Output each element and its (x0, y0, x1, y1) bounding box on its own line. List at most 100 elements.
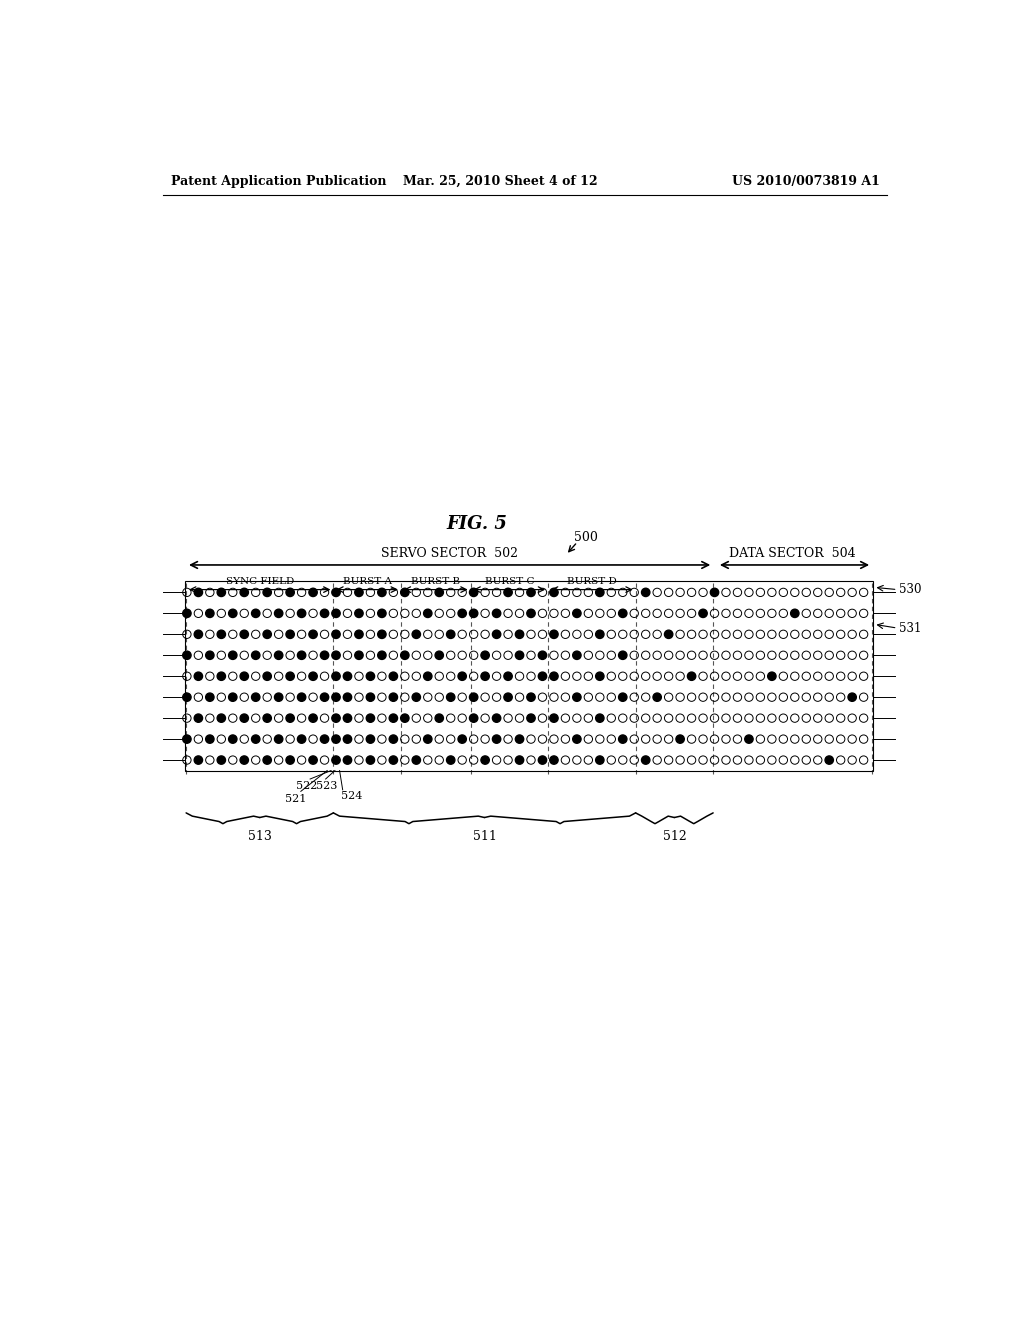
Circle shape (332, 714, 340, 722)
Circle shape (378, 610, 386, 618)
Circle shape (332, 672, 340, 680)
Text: DATA SECTOR  504: DATA SECTOR 504 (729, 546, 855, 560)
Circle shape (572, 651, 581, 660)
Circle shape (367, 714, 375, 722)
Circle shape (458, 735, 466, 743)
Circle shape (825, 756, 834, 764)
Circle shape (332, 651, 340, 660)
Circle shape (389, 735, 397, 743)
Circle shape (768, 672, 776, 680)
Circle shape (274, 735, 283, 743)
Circle shape (321, 610, 329, 618)
Circle shape (195, 589, 203, 597)
Text: 513: 513 (248, 830, 271, 843)
Circle shape (252, 651, 260, 660)
Circle shape (286, 756, 294, 764)
Circle shape (641, 589, 650, 597)
Circle shape (378, 630, 386, 639)
Circle shape (744, 735, 753, 743)
Circle shape (572, 610, 581, 618)
Circle shape (596, 672, 604, 680)
Circle shape (458, 672, 466, 680)
Circle shape (274, 693, 283, 701)
Circle shape (412, 630, 421, 639)
Circle shape (297, 693, 306, 701)
Circle shape (618, 693, 627, 701)
Text: US 2010/0073819 A1: US 2010/0073819 A1 (732, 176, 880, 187)
Circle shape (539, 756, 547, 764)
Circle shape (206, 610, 214, 618)
Circle shape (389, 672, 397, 680)
Circle shape (400, 714, 409, 722)
Circle shape (493, 630, 501, 639)
Circle shape (182, 693, 191, 701)
Circle shape (286, 714, 294, 722)
Circle shape (309, 756, 317, 764)
Circle shape (228, 693, 237, 701)
Circle shape (228, 610, 237, 618)
Circle shape (206, 651, 214, 660)
Circle shape (228, 651, 237, 660)
Circle shape (297, 610, 306, 618)
Circle shape (309, 714, 317, 722)
Circle shape (182, 610, 191, 618)
Text: FIG. 5: FIG. 5 (446, 515, 507, 533)
Text: 530: 530 (899, 583, 922, 597)
Text: Patent Application Publication: Patent Application Publication (171, 176, 386, 187)
Circle shape (504, 672, 512, 680)
Circle shape (515, 756, 523, 764)
Circle shape (596, 589, 604, 597)
Circle shape (263, 756, 271, 764)
Circle shape (217, 630, 225, 639)
Circle shape (435, 651, 443, 660)
Circle shape (195, 756, 203, 764)
Circle shape (435, 589, 443, 597)
Circle shape (297, 651, 306, 660)
Circle shape (469, 589, 478, 597)
Circle shape (354, 589, 364, 597)
Circle shape (469, 610, 478, 618)
Circle shape (343, 672, 351, 680)
Circle shape (286, 589, 294, 597)
Circle shape (596, 714, 604, 722)
Circle shape (252, 610, 260, 618)
Text: SYNC FIELD: SYNC FIELD (225, 577, 294, 586)
Circle shape (217, 672, 225, 680)
Circle shape (389, 756, 397, 764)
Circle shape (240, 714, 249, 722)
Circle shape (182, 735, 191, 743)
Circle shape (195, 630, 203, 639)
Circle shape (435, 714, 443, 722)
Circle shape (687, 672, 695, 680)
Text: 512: 512 (663, 830, 686, 843)
Circle shape (343, 714, 351, 722)
Circle shape (286, 672, 294, 680)
Circle shape (618, 651, 627, 660)
Circle shape (252, 735, 260, 743)
Circle shape (217, 714, 225, 722)
Circle shape (263, 589, 271, 597)
Circle shape (182, 651, 191, 660)
Circle shape (572, 735, 581, 743)
Circle shape (343, 693, 351, 701)
Circle shape (526, 693, 536, 701)
Circle shape (711, 589, 719, 597)
Circle shape (596, 630, 604, 639)
Circle shape (550, 589, 558, 597)
Text: BURST C: BURST C (484, 577, 535, 586)
Circle shape (332, 589, 340, 597)
Text: Mar. 25, 2010 Sheet 4 of 12: Mar. 25, 2010 Sheet 4 of 12 (402, 176, 597, 187)
Circle shape (240, 630, 249, 639)
Circle shape (309, 589, 317, 597)
Circle shape (515, 651, 523, 660)
Text: 521: 521 (286, 793, 307, 804)
Circle shape (446, 693, 455, 701)
Circle shape (367, 756, 375, 764)
Circle shape (550, 756, 558, 764)
Circle shape (321, 735, 329, 743)
Circle shape (550, 714, 558, 722)
Circle shape (493, 714, 501, 722)
Circle shape (389, 714, 397, 722)
Circle shape (252, 693, 260, 701)
Circle shape (332, 735, 340, 743)
